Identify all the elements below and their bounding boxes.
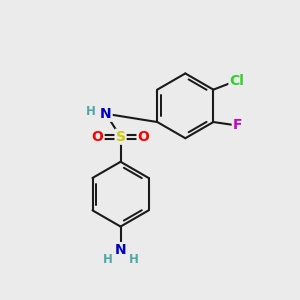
Text: O: O (92, 130, 103, 144)
Text: S: S (116, 130, 126, 144)
Text: F: F (233, 118, 242, 132)
Text: H: H (129, 253, 138, 266)
Text: O: O (138, 130, 149, 144)
Text: H: H (85, 105, 95, 118)
Text: N: N (115, 243, 126, 257)
Text: H: H (103, 253, 112, 266)
Text: N: N (100, 107, 112, 121)
Text: Cl: Cl (230, 74, 244, 88)
